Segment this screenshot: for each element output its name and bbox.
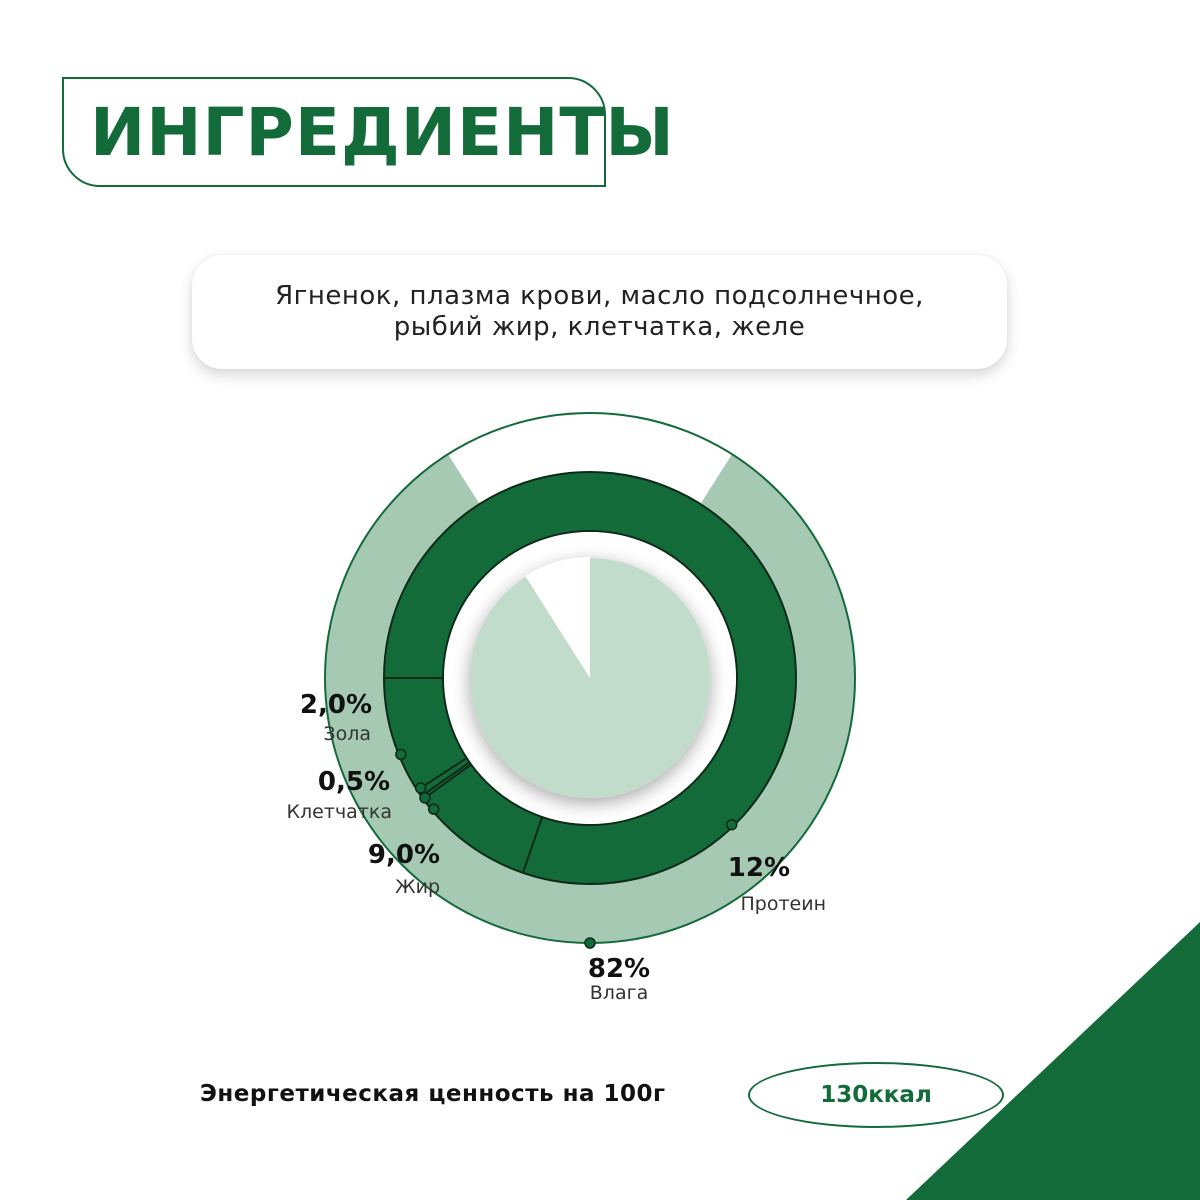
ash-name-label: Зола bbox=[323, 723, 371, 745]
energy-value-badge: 130ккал bbox=[748, 1062, 1004, 1128]
segment-separator bbox=[521, 816, 544, 874]
protein-name-label: Протеин bbox=[741, 893, 827, 915]
moisture-name-label: Влага bbox=[590, 982, 648, 1004]
segment-separator bbox=[422, 763, 472, 800]
fiber-marker bbox=[414, 782, 427, 794]
inner-disc-cutout bbox=[525, 557, 590, 678]
fat-marker bbox=[427, 803, 440, 815]
composition-chart: 2,0% Зола 0,5% Клетчатка 9,0% Жир 12% Протеин 82… bbox=[287, 412, 856, 1004]
moisture-marker bbox=[584, 937, 596, 949]
ash-marker bbox=[395, 748, 407, 761]
fiber-value-label: 0,5% bbox=[318, 767, 390, 797]
fiber-marker-2 bbox=[419, 792, 431, 804]
fiber-name-label: Клетчатка bbox=[287, 801, 392, 823]
corner-triangle bbox=[906, 922, 1200, 1200]
energy-label: Энергетическая ценность на 100г bbox=[200, 1081, 666, 1107]
fat-name-label: Жир bbox=[395, 876, 440, 898]
fat-value-label: 9,0% bbox=[368, 840, 440, 870]
ingredients-text: Ягненок, плазма крови, масло подсолнечно… bbox=[275, 281, 924, 342]
protein-marker bbox=[725, 818, 738, 831]
energy-value: 130ккал bbox=[820, 1082, 932, 1108]
ash-value-label: 2,0% bbox=[300, 690, 372, 720]
protein-value-label: 12% bbox=[728, 853, 790, 883]
segment-separator bbox=[416, 757, 468, 792]
segment-separator bbox=[420, 761, 471, 797]
title-frame bbox=[62, 77, 606, 187]
page-title: ИНГРЕДИЕНТЫ bbox=[90, 93, 675, 171]
moisture-value-label: 82% bbox=[588, 954, 650, 984]
ingredients-card: Ягненок, плазма крови, масло подсолнечно… bbox=[192, 255, 1007, 369]
